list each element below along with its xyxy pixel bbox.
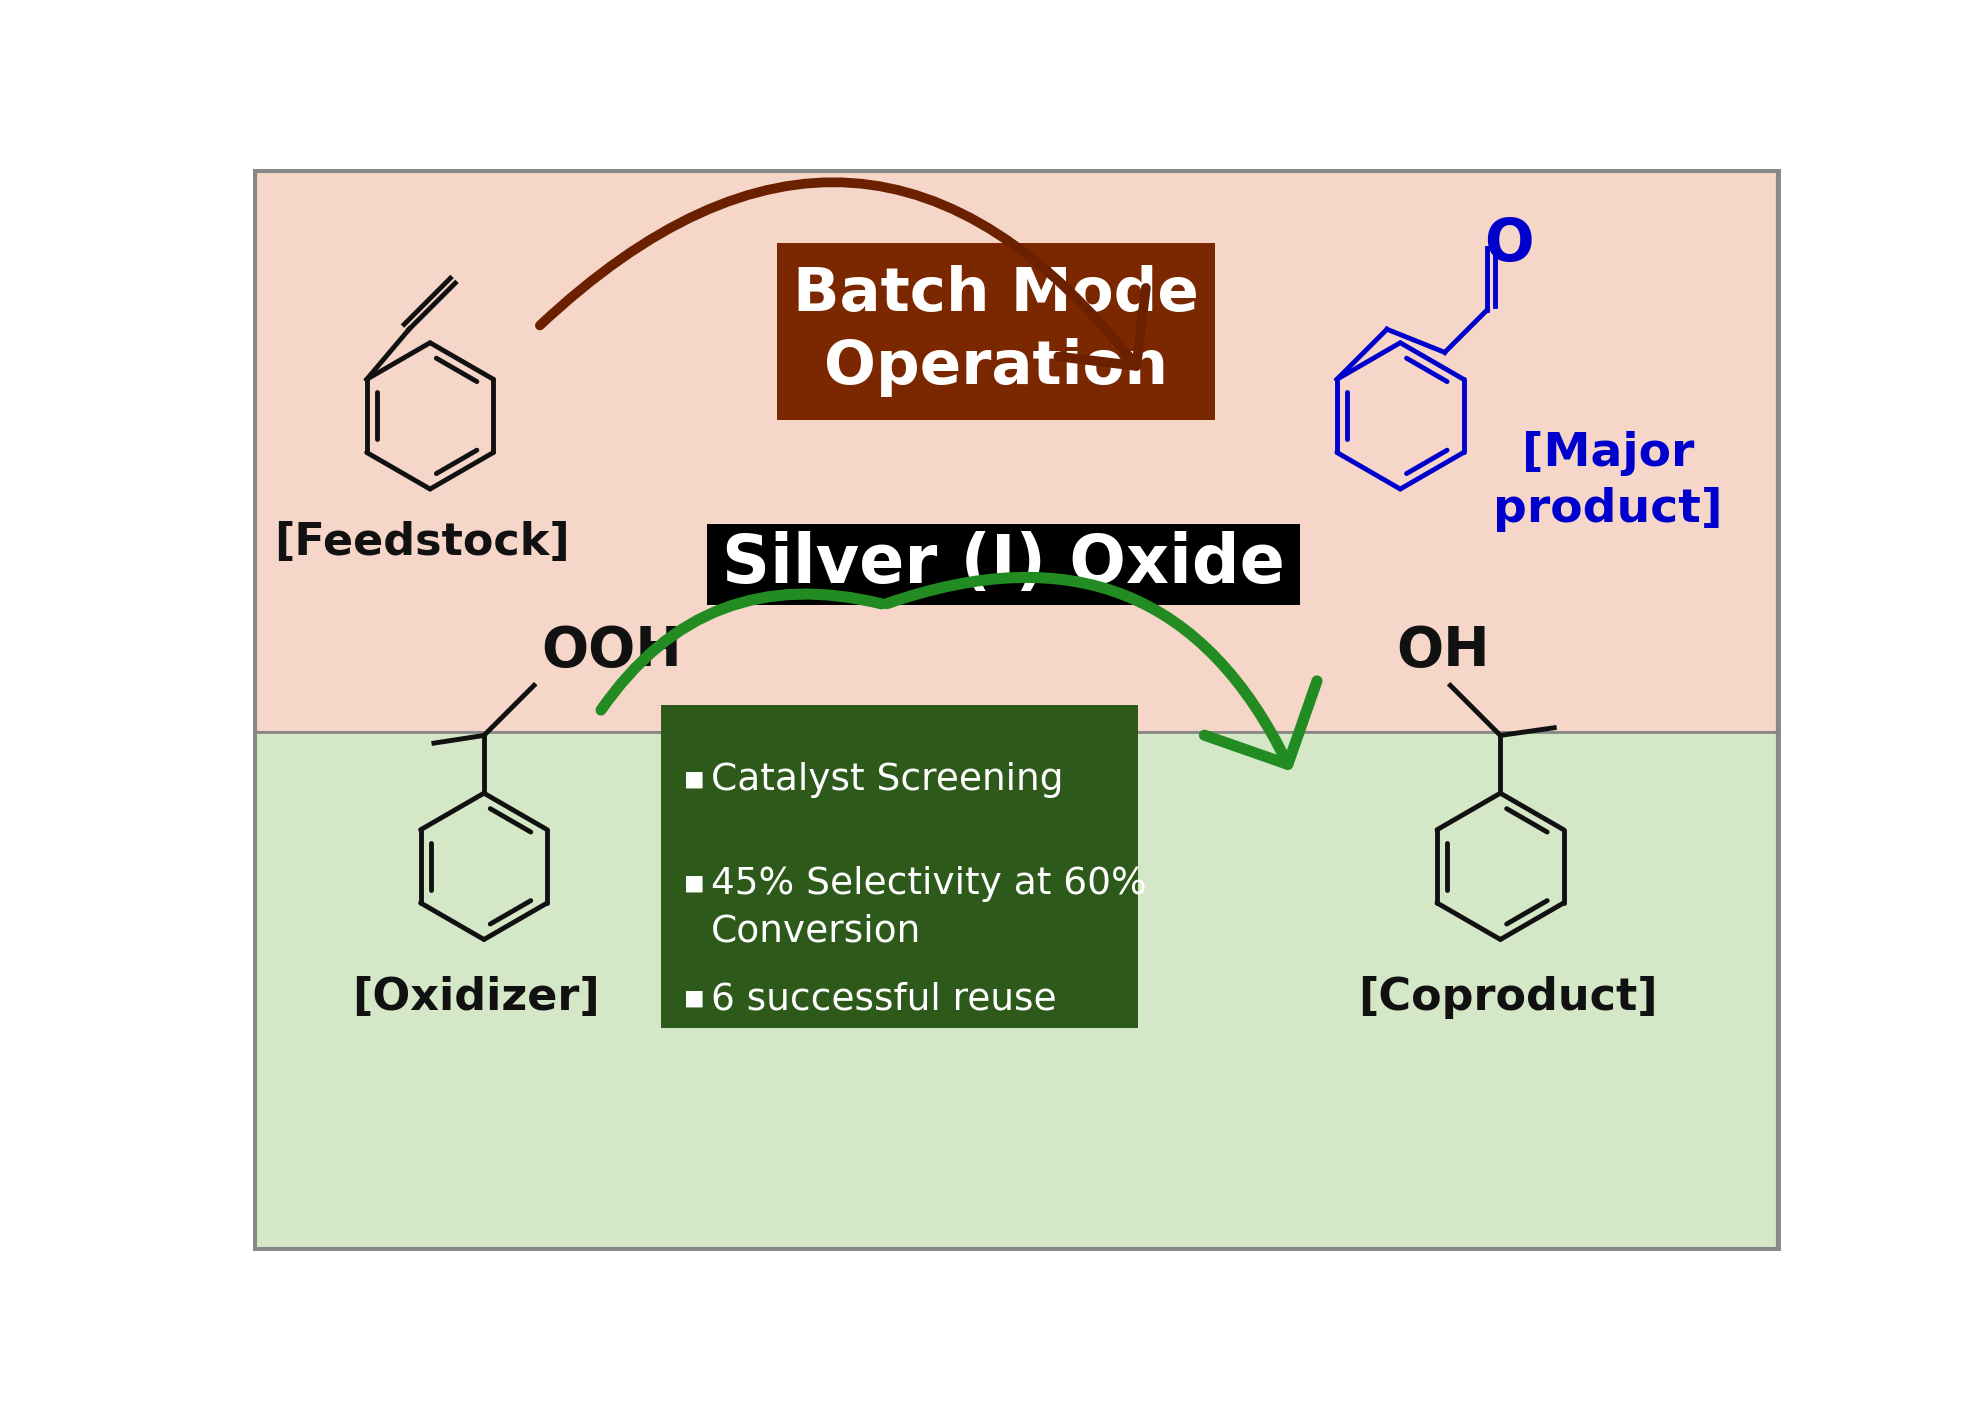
Text: [Coproduct]: [Coproduct]	[1359, 976, 1659, 1019]
Text: [Major
product]: [Major product]	[1494, 432, 1722, 531]
FancyBboxPatch shape	[661, 704, 1139, 1028]
Text: O: O	[1484, 217, 1534, 273]
Bar	[254, 169, 1782, 731]
Text: 45% Selectivity at 60%
Conversion: 45% Selectivity at 60% Conversion	[710, 866, 1147, 949]
Text: Silver (I) Oxide: Silver (I) Oxide	[722, 531, 1286, 598]
Text: [Feedstock]: [Feedstock]	[274, 522, 569, 564]
FancyArrowPatch shape	[601, 593, 881, 710]
FancyArrowPatch shape	[887, 578, 1317, 765]
Text: OH: OH	[1397, 624, 1490, 678]
Text: 6 successful reuse: 6 successful reuse	[710, 981, 1057, 1018]
FancyBboxPatch shape	[706, 523, 1300, 605]
Text: Catalyst Screening: Catalyst Screening	[710, 762, 1063, 799]
Bar	[254, 731, 1782, 1251]
Text: ▪: ▪	[682, 762, 704, 796]
FancyBboxPatch shape	[776, 243, 1216, 420]
FancyArrowPatch shape	[540, 183, 1147, 366]
Text: OOH: OOH	[542, 624, 682, 678]
Text: [Oxidizer]: [Oxidizer]	[353, 976, 599, 1019]
Text: ▪: ▪	[682, 981, 704, 1015]
Text: ▪: ▪	[682, 866, 704, 900]
Text: Batch Mode
Operation: Batch Mode Operation	[794, 266, 1198, 396]
